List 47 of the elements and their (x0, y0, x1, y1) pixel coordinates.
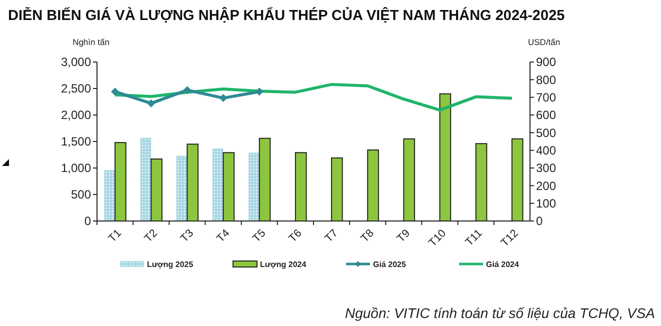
text: Nguồn: VITIC tính toán từ số liệu của TCHQ, VSA (344, 305, 655, 321)
x-tick-label: T6 (286, 227, 304, 245)
y2-tick-label: 100 (536, 196, 556, 211)
y-tick-label: 2,000 (60, 108, 92, 122)
y-tick-label: 0 (84, 214, 92, 228)
y2-tick-label: 200 (536, 178, 556, 193)
bar (212, 148, 224, 221)
bar (104, 170, 116, 221)
legend-label: Lượng 2025 (147, 260, 194, 269)
x-tick-label: T12 (498, 227, 521, 250)
y-tick-label: 1,000 (60, 161, 92, 176)
x-tick-label: T1 (106, 227, 124, 245)
y-tick-label: 500 (70, 188, 92, 202)
x-tick-label: T7 (322, 227, 340, 245)
x-tick-label: T3 (178, 227, 196, 245)
y-tick-label: 2,500 (60, 82, 92, 96)
y2-axis-title: USD/tấn (528, 37, 560, 47)
bar (140, 138, 152, 221)
bar (248, 152, 260, 221)
x-tick-label: T10 (426, 227, 449, 250)
y2-tick-label: 500 (536, 126, 556, 140)
chart-title: DIỄN BIẾN GIÁ VÀ LƯỢNG NHẬP KHẨU THÉP CỦA VIỆT NAM THÁNG 2024-2025 (8, 7, 565, 24)
legend-label: Giá 2024 (486, 260, 520, 269)
bar (176, 156, 188, 221)
y2-tick-label: 300 (536, 161, 556, 176)
point (183, 86, 192, 94)
point (255, 88, 264, 96)
x-tick-label: T9 (394, 227, 413, 245)
y2-tick-label: 700 (536, 90, 556, 105)
y2-tick-label: 600 (536, 108, 556, 122)
y-axis-title: Nghìn tấn (72, 37, 110, 47)
point (219, 94, 228, 102)
x-tick-label: T4 (214, 227, 232, 245)
y-tick-label: 1,500 (60, 134, 92, 149)
legend-label: Giá 2025 (373, 260, 406, 269)
y2-tick-label: 900 (536, 55, 556, 70)
point (111, 88, 120, 96)
point (147, 99, 156, 108)
legend-label: Lượng 2024 (260, 260, 307, 269)
x-tick-label: T11 (463, 227, 485, 249)
y2-tick-label: 400 (536, 144, 556, 158)
y2-tick-label: 800 (536, 72, 556, 87)
x-tick-label: T8 (358, 227, 376, 245)
x-tick-label: T5 (250, 227, 268, 245)
x-tick-label: T2 (142, 227, 160, 245)
y-tick-label: 3,000 (60, 55, 92, 70)
y2-tick-label: 0 (536, 214, 543, 228)
